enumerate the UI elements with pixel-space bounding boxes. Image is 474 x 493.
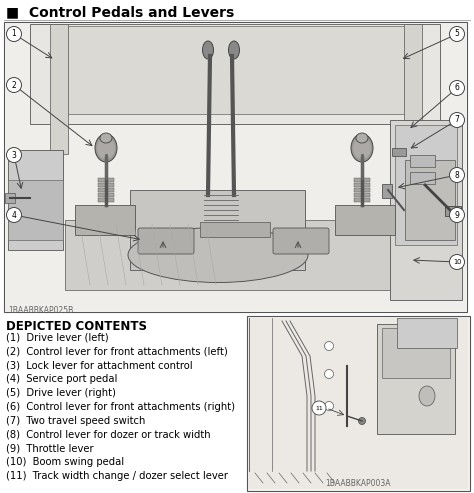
Text: ■  Control Pedals and Levers: ■ Control Pedals and Levers bbox=[6, 5, 234, 19]
Text: (10)  Boom swing pedal: (10) Boom swing pedal bbox=[6, 457, 124, 467]
Bar bbox=[55, 26, 415, 114]
Text: 4: 4 bbox=[11, 211, 17, 219]
Circle shape bbox=[449, 27, 465, 41]
Text: (8)  Control lever for dozer or track width: (8) Control lever for dozer or track wid… bbox=[6, 429, 210, 440]
Bar bbox=[98, 193, 114, 197]
Bar bbox=[395, 125, 457, 245]
Circle shape bbox=[449, 208, 465, 222]
Bar bbox=[354, 183, 370, 187]
Bar bbox=[354, 188, 370, 192]
Text: (1)  Drive lever (left): (1) Drive lever (left) bbox=[6, 333, 109, 343]
Circle shape bbox=[7, 208, 21, 222]
Ellipse shape bbox=[202, 41, 213, 59]
Bar bbox=[5, 23, 466, 311]
Bar bbox=[410, 172, 435, 184]
Ellipse shape bbox=[351, 134, 373, 162]
Circle shape bbox=[312, 401, 326, 415]
Ellipse shape bbox=[228, 41, 239, 59]
Bar bbox=[200, 222, 270, 237]
Text: (11)  Track width change / dozer select lever: (11) Track width change / dozer select l… bbox=[6, 471, 228, 481]
Text: 6: 6 bbox=[455, 83, 459, 93]
Text: (4)  Service port pedal: (4) Service port pedal bbox=[6, 374, 118, 385]
Circle shape bbox=[7, 77, 21, 93]
Bar bbox=[392, 148, 406, 156]
Bar bbox=[50, 24, 68, 154]
Bar bbox=[404, 24, 422, 154]
Bar bbox=[382, 328, 450, 378]
Bar bbox=[65, 220, 390, 290]
Ellipse shape bbox=[95, 134, 117, 162]
Bar bbox=[354, 198, 370, 202]
Circle shape bbox=[358, 418, 365, 424]
Bar bbox=[335, 205, 395, 235]
Bar bbox=[98, 188, 114, 192]
Circle shape bbox=[325, 401, 334, 411]
Bar bbox=[8, 150, 63, 250]
Text: (6)  Control lever for front attachments (right): (6) Control lever for front attachments … bbox=[6, 402, 235, 412]
Bar bbox=[8, 180, 63, 240]
Text: 7: 7 bbox=[455, 115, 459, 125]
Circle shape bbox=[325, 342, 334, 351]
Text: (3)  Lock lever for attachment control: (3) Lock lever for attachment control bbox=[6, 360, 192, 371]
Circle shape bbox=[7, 27, 21, 41]
Text: (5)  Drive lever (right): (5) Drive lever (right) bbox=[6, 388, 116, 398]
Ellipse shape bbox=[353, 137, 371, 159]
Circle shape bbox=[449, 80, 465, 96]
Text: 8: 8 bbox=[455, 171, 459, 179]
Text: 11: 11 bbox=[315, 406, 323, 411]
Bar bbox=[354, 193, 370, 197]
Ellipse shape bbox=[356, 133, 368, 143]
Text: 5: 5 bbox=[455, 30, 459, 38]
Bar bbox=[354, 178, 370, 182]
Circle shape bbox=[7, 147, 21, 163]
FancyBboxPatch shape bbox=[273, 228, 329, 254]
Text: 1BAABBKAP025B: 1BAABBKAP025B bbox=[8, 306, 73, 315]
Bar bbox=[397, 318, 457, 348]
Text: DEPICTED CONTENTS: DEPICTED CONTENTS bbox=[6, 320, 147, 333]
Circle shape bbox=[325, 369, 334, 379]
Bar bbox=[30, 24, 440, 124]
Bar bbox=[390, 120, 462, 300]
Text: 3: 3 bbox=[11, 150, 17, 160]
Bar bbox=[377, 324, 455, 434]
Bar bbox=[98, 198, 114, 202]
Bar bbox=[405, 160, 455, 240]
Text: 1BAABBKAP003A: 1BAABBKAP003A bbox=[325, 479, 391, 488]
Bar bbox=[382, 184, 392, 198]
Ellipse shape bbox=[128, 227, 308, 282]
Bar bbox=[445, 206, 461, 216]
Bar bbox=[5, 193, 15, 203]
Ellipse shape bbox=[419, 386, 435, 406]
Ellipse shape bbox=[100, 133, 112, 143]
Circle shape bbox=[449, 168, 465, 182]
Circle shape bbox=[449, 112, 465, 128]
Text: (7)  Two travel speed switch: (7) Two travel speed switch bbox=[6, 416, 146, 426]
Bar bbox=[130, 190, 305, 270]
Text: (2)  Control lever for front attachments (left): (2) Control lever for front attachments … bbox=[6, 347, 228, 357]
Bar bbox=[410, 155, 435, 167]
Text: 1: 1 bbox=[12, 30, 17, 38]
Bar bbox=[98, 183, 114, 187]
Text: 2: 2 bbox=[12, 80, 17, 90]
Text: 9: 9 bbox=[455, 211, 459, 219]
FancyBboxPatch shape bbox=[138, 228, 194, 254]
Bar bbox=[75, 205, 135, 235]
Bar bbox=[247, 316, 470, 491]
Bar bbox=[4, 22, 467, 312]
Ellipse shape bbox=[97, 137, 115, 159]
Circle shape bbox=[449, 254, 465, 270]
Bar bbox=[98, 178, 114, 182]
Text: (9)  Throttle lever: (9) Throttle lever bbox=[6, 443, 94, 454]
Text: 10: 10 bbox=[453, 259, 461, 265]
Bar bbox=[249, 318, 468, 489]
